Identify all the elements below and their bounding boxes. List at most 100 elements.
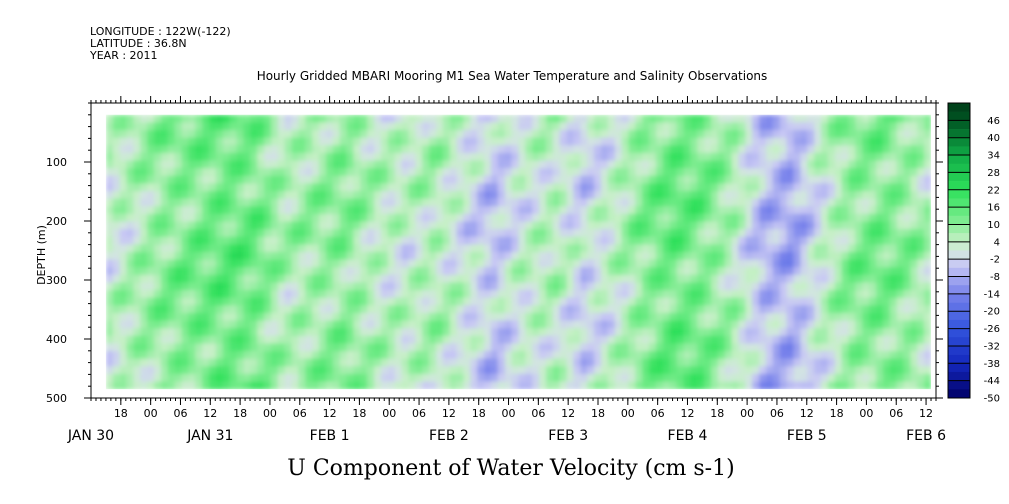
heatmap-cell <box>655 198 664 207</box>
heatmap-cell <box>896 160 905 169</box>
heatmap-cell <box>504 244 513 253</box>
heatmap-cell <box>525 236 533 245</box>
heatmap-cell <box>429 130 437 139</box>
heatmap-cell <box>291 335 300 345</box>
heatmap-cell <box>174 213 183 223</box>
heatmap-cell <box>209 160 217 169</box>
heatmap-cell <box>484 191 492 200</box>
heatmap-cell <box>889 274 898 284</box>
heatmap-cell <box>202 282 210 291</box>
heatmap-cell <box>628 198 636 207</box>
heatmap-cell <box>298 351 306 360</box>
heatmap-cell <box>655 267 664 276</box>
heatmap-cell <box>621 282 630 291</box>
heatmap-cell <box>580 274 588 284</box>
heatmap-cell <box>112 221 121 230</box>
heatmap-cell <box>470 122 478 131</box>
heatmap-cell <box>277 274 286 284</box>
heatmap-cell <box>291 221 300 230</box>
heatmap-cell <box>229 312 238 322</box>
heatmap-cell <box>772 183 781 192</box>
heatmap-cell <box>862 122 870 131</box>
heatmap-cell <box>387 343 396 352</box>
heatmap-cell <box>539 328 547 337</box>
heatmap-cell <box>676 335 685 345</box>
heatmap-cell <box>621 183 630 192</box>
heatmap-cell <box>484 290 492 299</box>
x-tick-label: 12 <box>203 407 217 420</box>
heatmap-cell <box>154 320 162 329</box>
y-tick-label: 400 <box>46 333 67 346</box>
heatmap-cell <box>277 259 286 268</box>
heatmap-cell <box>346 137 355 146</box>
heatmap-cell <box>649 236 657 245</box>
heatmap-cell <box>697 274 705 284</box>
heatmap-cell <box>649 366 657 375</box>
heatmap-cell <box>346 114 355 124</box>
heatmap-cell <box>903 282 912 291</box>
heatmap-cell <box>119 229 128 238</box>
heatmap-cell <box>814 175 822 184</box>
heatmap-cell <box>642 328 650 337</box>
heatmap-cell <box>855 373 863 383</box>
heatmap-cell <box>779 328 788 337</box>
heatmap-cell <box>814 145 822 154</box>
heatmap-cell <box>167 351 176 360</box>
heatmap-cell <box>215 183 224 192</box>
heatmap-cell <box>140 343 148 352</box>
heatmap-cell <box>876 130 884 139</box>
heatmap-cell <box>724 312 733 322</box>
heatmap-cell <box>869 274 877 284</box>
heatmap-cell <box>119 244 128 253</box>
heatmap-cell <box>876 259 884 268</box>
heatmap-cell <box>360 335 368 345</box>
heatmap-cell <box>209 152 217 162</box>
heatmap-cell <box>903 259 912 268</box>
x-tick-label: 00 <box>740 407 754 420</box>
heatmap-cell <box>250 251 258 261</box>
heatmap-cell <box>697 213 705 223</box>
heatmap-cell <box>346 152 355 162</box>
heatmap-cell <box>834 183 843 192</box>
heatmap-cell <box>346 168 355 177</box>
heatmap-cell <box>243 335 251 345</box>
heatmap-cell <box>387 206 396 215</box>
heatmap-cell <box>154 152 162 162</box>
heatmap-cell <box>367 122 375 131</box>
heatmap-cell <box>188 152 196 162</box>
heatmap-cell <box>511 282 520 291</box>
heatmap-cell <box>408 145 416 154</box>
heatmap-cell <box>889 175 898 184</box>
heatmap-cell <box>319 274 327 284</box>
heatmap-cell <box>353 282 361 291</box>
heatmap-cell <box>779 282 788 291</box>
heatmap-cell <box>250 328 258 337</box>
heatmap-cell <box>181 282 190 291</box>
heatmap-cell <box>525 373 533 383</box>
heatmap-cell <box>140 122 148 131</box>
y-axis-label: DEPTH (m) <box>35 225 48 285</box>
heatmap-cell <box>848 168 856 177</box>
heatmap-cell <box>422 152 430 162</box>
heatmap-cell <box>655 290 664 299</box>
heatmap-cell <box>147 206 155 215</box>
heatmap-cell <box>429 244 437 253</box>
heatmap-cell <box>662 137 671 146</box>
heatmap-cell <box>766 221 774 230</box>
heatmap-cell <box>814 267 822 276</box>
heatmap-cell <box>621 259 630 268</box>
heatmap-cell <box>532 221 540 230</box>
heatmap-cell <box>869 145 877 154</box>
heatmap-cell <box>573 381 581 390</box>
heatmap-cell <box>628 366 636 375</box>
heatmap-cell <box>387 259 396 268</box>
heatmap-cell <box>243 381 251 390</box>
heatmap-cell <box>545 122 554 131</box>
heatmap-cell <box>140 191 148 200</box>
heatmap-cell <box>587 229 595 238</box>
heatmap-cell <box>209 381 217 390</box>
heatmap-cell <box>229 267 238 276</box>
heatmap-cell <box>477 152 485 162</box>
longitude-label: LONGITUDE : 122W(-122) <box>90 25 231 38</box>
x-axis-ticks: 18 00 06 12 18 00 06 12 18 00 06 12 18 00 06 12 18 00 06 12… <box>114 96 933 420</box>
